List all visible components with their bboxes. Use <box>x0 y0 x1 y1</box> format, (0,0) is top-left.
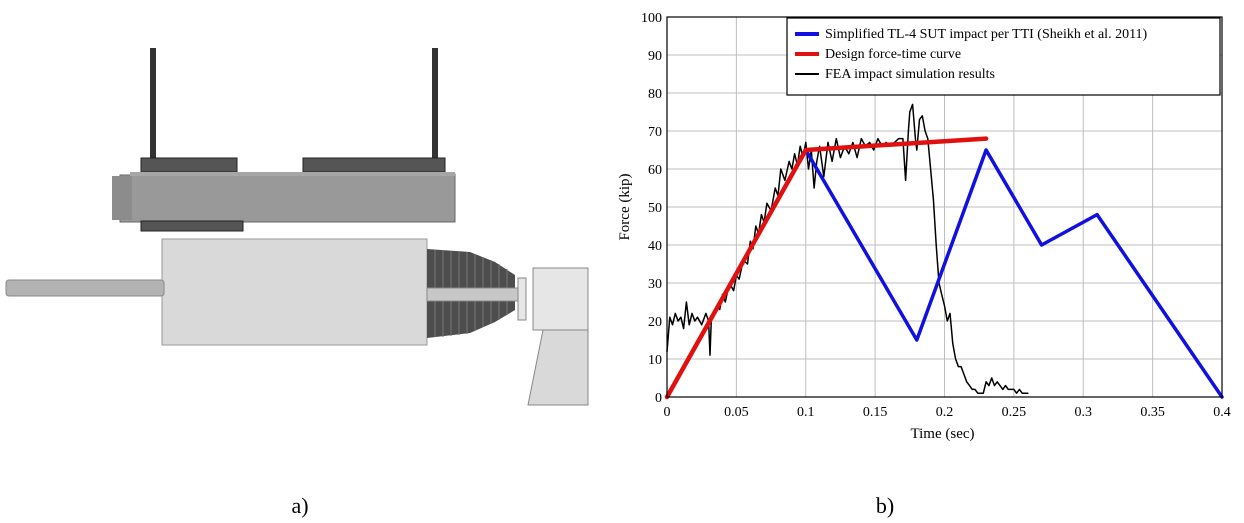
left-cable <box>150 48 156 163</box>
legend-label-blue: Simplified TL-4 SUT impact per TTI (Shei… <box>825 27 1148 42</box>
x-axis-ticks: 0 0.05 0.1 0.15 0.2 0.25 0.3 0.35 0.4 <box>664 405 1231 420</box>
legend-label-black: FEA impact simulation results <box>825 67 995 82</box>
legend-box <box>786 17 1221 96</box>
y-tick-label: 70 <box>648 125 662 140</box>
y-tick-label: 0 <box>655 391 662 406</box>
impact-plate <box>517 277 527 321</box>
plot-area-frame <box>666 16 1223 398</box>
series-line-tl4-simplified <box>804 148 1224 399</box>
y-tick-label: 50 <box>648 201 662 216</box>
target-block-upper <box>532 267 589 331</box>
legend-label-red: Design force-time curve <box>825 47 961 62</box>
legend: Simplified TL-4 SUT impact per TTI (Shei… <box>786 17 1221 96</box>
y-tick-label: 60 <box>648 163 662 178</box>
y-tick-label: 100 <box>641 11 662 26</box>
x-tick-label: 0.1 <box>797 405 815 420</box>
y-tick-label: 30 <box>648 277 662 292</box>
impact-setup-illustration <box>5 48 589 406</box>
y-tick-label: 80 <box>648 87 662 102</box>
suspended-beam-face <box>119 173 456 223</box>
x-axis-title: Time (sec) <box>910 426 974 442</box>
push-rod <box>5 279 165 297</box>
x-tick-label: 0 <box>664 405 671 420</box>
series-line-design-curve <box>664 136 989 400</box>
y-tick-label: 10 <box>648 353 662 368</box>
beam-top-edge <box>130 172 455 176</box>
y-tick-label: 90 <box>648 49 662 64</box>
right-cable <box>432 48 438 163</box>
chart-series-layer <box>664 103 1224 400</box>
target-block-lower <box>527 329 589 406</box>
panel-b-label: b) <box>876 493 894 518</box>
x-tick-label: 0.2 <box>936 405 954 420</box>
carriage-body <box>161 238 428 346</box>
beam-end-cap <box>112 176 132 220</box>
lower-clamp <box>140 220 244 232</box>
upper-right-clamp <box>302 157 446 173</box>
y-tick-label: 40 <box>648 239 662 254</box>
upper-left-clamp <box>140 157 238 173</box>
chart: 0 0.05 0.1 0.15 0.2 0.25 0.3 0.35 0.4 0 10 20 30 40 5… <box>617 11 1231 442</box>
x-tick-label: 0.15 <box>863 405 888 420</box>
x-tick-label: 0.25 <box>1002 405 1027 420</box>
x-tick-label: 0.05 <box>724 405 749 420</box>
y-tick-label: 20 <box>648 315 662 330</box>
y-axis-ticks: 0 10 20 30 40 50 60 70 80 90 100 <box>641 11 662 406</box>
x-tick-label: 0.35 <box>1140 405 1165 420</box>
panel-a-label: a) <box>291 493 308 518</box>
y-axis-title: Force (kip) <box>617 173 633 240</box>
impact-rod <box>426 287 523 302</box>
x-tick-label: 0.3 <box>1075 405 1093 420</box>
x-tick-label: 0.4 <box>1213 405 1231 420</box>
